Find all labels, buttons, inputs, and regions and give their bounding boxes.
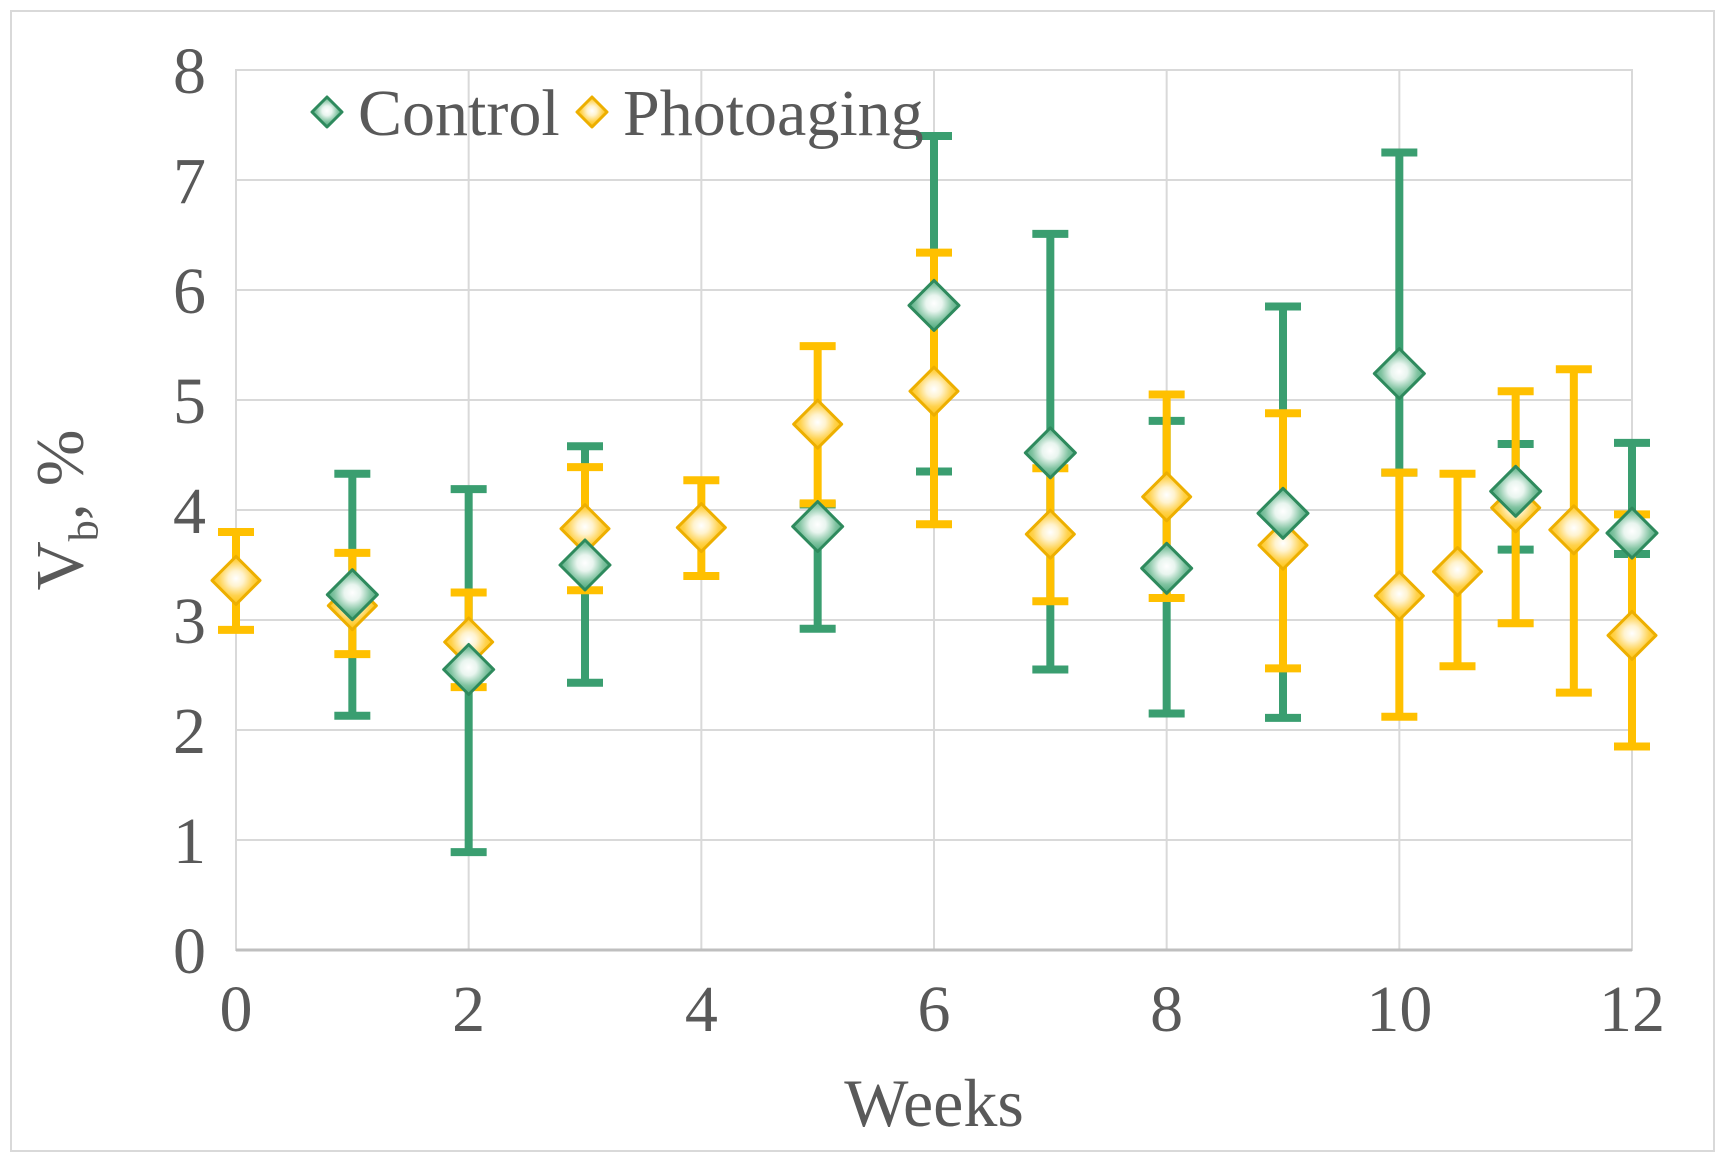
- legend-marker-control-icon: [310, 95, 344, 129]
- y-tick-label-2: 2: [173, 695, 206, 768]
- marker-control-week-9: [1256, 486, 1310, 540]
- x-tick-label-4: 4: [685, 973, 718, 1046]
- x-tick-label-0: 0: [220, 973, 253, 1046]
- legend-label-photoaging: Photoaging: [623, 77, 924, 150]
- y-tick-label-3: 3: [173, 585, 206, 658]
- legend-marker-photoaging-icon: [575, 95, 609, 129]
- marker-control-week-5: [791, 500, 845, 553]
- marker-control-week-1: [325, 568, 379, 622]
- y-tick-label-8: 8: [173, 35, 206, 108]
- y-tick-label-6: 6: [173, 255, 206, 328]
- marker-photoaging-week-10.5: [1432, 546, 1483, 598]
- marker-control-week-10: [1372, 347, 1426, 401]
- marker-photoaging-week-9: [1257, 519, 1309, 571]
- y-axis-title: Vb, %: [22, 430, 119, 591]
- legend-label-control: Control: [358, 77, 560, 150]
- marker-control-week-3: [558, 538, 612, 592]
- y-tick-label-5: 5: [173, 365, 206, 438]
- marker-control-week-7: [1023, 426, 1077, 480]
- legend: Control Photoaging: [310, 77, 924, 150]
- y-tick-label-7: 7: [173, 145, 206, 218]
- x-tick-label-12: 12: [1599, 973, 1665, 1046]
- y-axis-title-sub: b: [60, 520, 108, 542]
- x-tick-label-10: 10: [1366, 973, 1432, 1046]
- marker-photoaging-week-10: [1373, 570, 1425, 622]
- error-bars-control: [334, 132, 1650, 857]
- marker-photoaging-week-11.5: [1548, 504, 1600, 556]
- marker-control-week-2: [442, 643, 496, 696]
- marker-photoaging-week-5: [792, 398, 844, 450]
- y-axis-title-main: V: [21, 541, 98, 591]
- y-tick-label-0: 0: [173, 915, 206, 988]
- chart-border: [10, 10, 1715, 1152]
- data-markers: [210, 278, 1659, 696]
- marker-photoaging-week-4: [675, 502, 727, 554]
- x-tick-label-2: 2: [452, 973, 485, 1046]
- x-tick-label-6: 6: [918, 973, 951, 1046]
- marker-control-week-12: [1605, 506, 1659, 560]
- legend-item-photoaging: Photoaging: [575, 77, 924, 150]
- x-tick-label-8: 8: [1150, 973, 1183, 1046]
- marker-photoaging-week-0: [210, 554, 262, 606]
- y-tick-label-1: 1: [173, 805, 206, 878]
- x-axis-title: Weeks: [844, 1065, 1024, 1141]
- marker-photoaging-week-7: [1024, 508, 1076, 560]
- y-axis-title-rest: , %: [21, 429, 98, 521]
- marker-photoaging-week-6: [908, 365, 960, 417]
- marker-control-week-8: [1140, 541, 1194, 595]
- legend-item-control: Control: [310, 77, 560, 150]
- marker-control-week-6: [907, 278, 961, 332]
- marker-photoaging-week-8: [1141, 471, 1193, 523]
- y-tick-label-4: 4: [173, 475, 206, 548]
- marker-photoaging-week-12: [1606, 609, 1658, 661]
- marker-control-week-11: [1489, 464, 1543, 518]
